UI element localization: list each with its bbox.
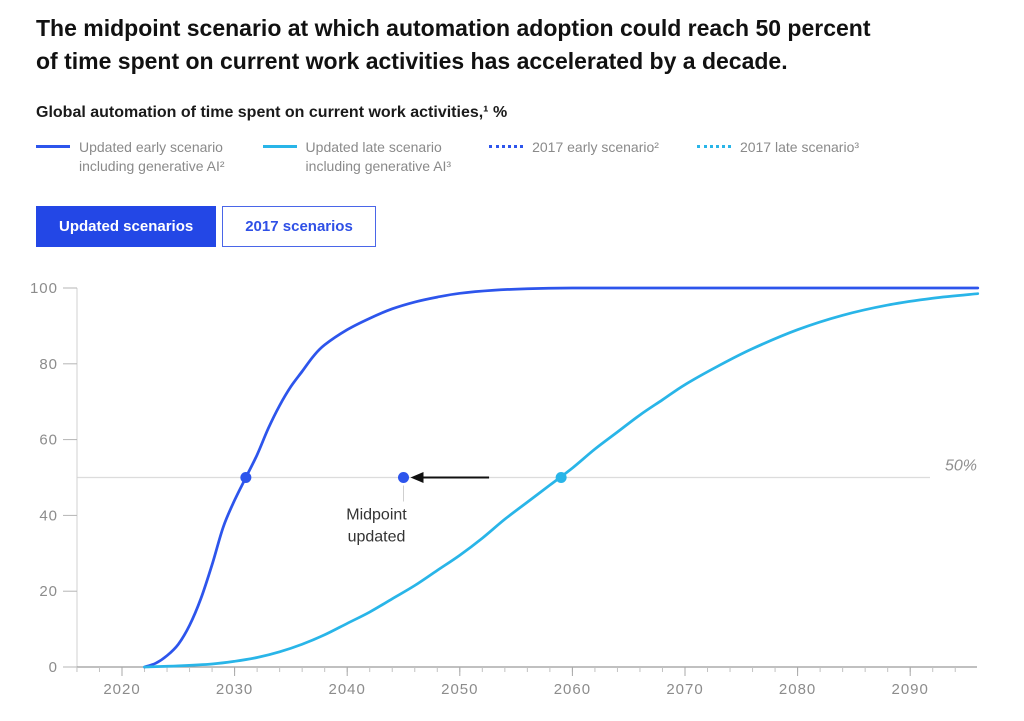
dotted-line-swatch-late <box>696 145 731 148</box>
chart-subtitle: Global automation of time spent on curre… <box>36 104 508 121</box>
chart-area: 50% 0 20 40 60 80 100 2020 2030 2040 2050 2060 2070 2… <box>0 264 1024 721</box>
page-title-line-1: The midpoint scenario at which automatio… <box>36 15 871 41</box>
midpoint-dot-updated-early-midpoint <box>240 472 252 483</box>
legend-label: 2017 early scenario² <box>532 139 659 155</box>
legend-item-updated-late: Updated late scenario including generati… <box>262 138 452 176</box>
y-tick-label: 0 <box>49 659 58 676</box>
early-scenario-curve <box>143 286 980 669</box>
midpoint-dot-midpoint-updated <box>398 472 409 483</box>
automation-report-figure: The midpoint scenario at which automatio… <box>0 12 1024 721</box>
scenario-toggle-group: Updated scenarios 2017 scenarios <box>36 206 988 247</box>
legend-label: Updated late scenario including generati… <box>305 139 452 174</box>
x-tick-label: 2080 <box>779 681 816 698</box>
y-tick-label: 60 <box>39 432 58 449</box>
legend-item-2017-early: 2017 early scenario² <box>489 138 659 157</box>
legend-item-updated-early: Updated early scenario including generat… <box>36 138 225 176</box>
midpoint-updated-label: updated <box>348 529 406 546</box>
midpoint-dot-updated-late-midpoint <box>555 472 567 483</box>
x-tick-label: 2050 <box>441 681 478 698</box>
page-title-line-2: of time spent on current work activities… <box>36 48 788 74</box>
x-tick-label: 2070 <box>666 681 703 698</box>
solid-line-swatch-early <box>36 145 70 148</box>
legend-item-2017-late: 2017 late scenario³ <box>696 138 860 157</box>
midpoint-updated-label: Midpoint <box>346 507 407 524</box>
late-scenario-curve <box>143 292 980 669</box>
legend-label: 2017 late scenario³ <box>739 139 860 155</box>
x-tick-label: 2090 <box>892 681 929 698</box>
x-tick-label: 2060 <box>554 681 591 698</box>
updated-scenarios-button[interactable]: Updated scenarios <box>36 206 217 247</box>
2017-scenarios-button[interactable]: 2017 scenarios <box>222 206 376 247</box>
y-tick-label: 100 <box>30 280 58 297</box>
y-tick-label: 40 <box>39 507 58 524</box>
solid-line-swatch-late <box>262 145 297 148</box>
dotted-line-swatch-early <box>489 145 524 148</box>
x-tick-label: 2020 <box>103 681 140 698</box>
page-title: The midpoint scenario at which automatio… <box>36 12 988 78</box>
y-tick-label: 20 <box>39 583 58 600</box>
y-tick-label: 80 <box>39 356 58 373</box>
fifty-percent-label: 50% <box>945 458 977 475</box>
chart-legend: Updated early scenario including generat… <box>36 138 988 176</box>
x-tick-label: 2040 <box>329 681 366 698</box>
x-tick-label: 2030 <box>216 681 253 698</box>
legend-label: Updated early scenario including generat… <box>79 139 225 174</box>
midpoint-shift-arrow-head <box>410 472 424 483</box>
